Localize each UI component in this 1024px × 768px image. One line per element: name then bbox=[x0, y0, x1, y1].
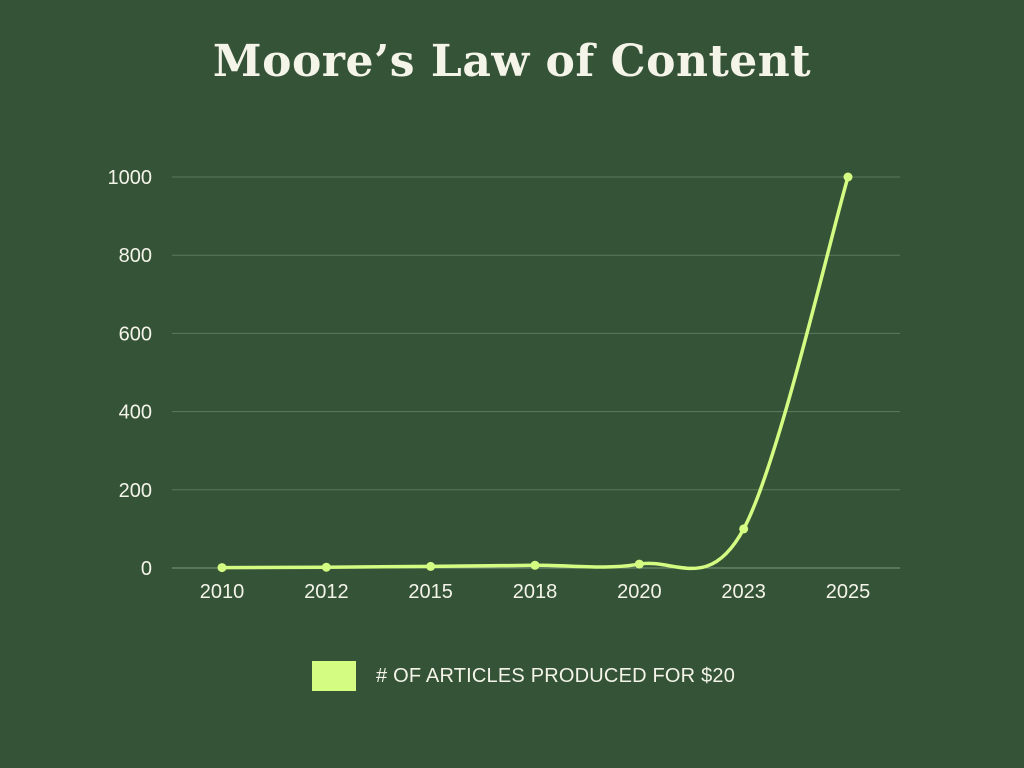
chart-title: Moore’s Law of Content bbox=[212, 36, 812, 87]
y-tick-label: 1000 bbox=[108, 167, 153, 189]
x-tick-label: 2023 bbox=[721, 581, 766, 603]
x-tick-label: 2020 bbox=[617, 581, 662, 603]
legend-label: # OF ARTICLES PRODUCED FOR $20 bbox=[376, 664, 736, 687]
x-tick-label: 2015 bbox=[408, 581, 453, 603]
data-point bbox=[634, 559, 644, 569]
data-point bbox=[321, 562, 331, 572]
data-point bbox=[739, 524, 749, 534]
x-tick-label: 2025 bbox=[826, 581, 871, 603]
x-tick-label: 2010 bbox=[200, 581, 245, 603]
x-tick-label: 2018 bbox=[513, 581, 558, 603]
y-tick-label: 200 bbox=[119, 480, 152, 502]
y-axis-ticks: 0 200 400 600 800 1000 bbox=[108, 167, 153, 580]
series-group bbox=[217, 172, 853, 573]
y-tick-label: 800 bbox=[119, 245, 152, 267]
data-point bbox=[843, 172, 853, 182]
data-point bbox=[426, 561, 436, 571]
data-point bbox=[530, 560, 540, 570]
x-tick-label: 2012 bbox=[304, 581, 349, 603]
legend-swatch bbox=[312, 661, 356, 691]
x-axis-ticks: 2010 2012 2015 2018 2020 2023 2025 bbox=[200, 581, 871, 603]
y-tick-label: 400 bbox=[119, 402, 152, 424]
y-tick-label: 0 bbox=[141, 558, 152, 580]
grid-lines bbox=[172, 176, 900, 569]
series-line bbox=[220, 175, 850, 571]
y-tick-label: 600 bbox=[119, 323, 152, 345]
data-point bbox=[217, 563, 227, 573]
legend: # OF ARTICLES PRODUCED FOR $20 bbox=[312, 661, 735, 691]
